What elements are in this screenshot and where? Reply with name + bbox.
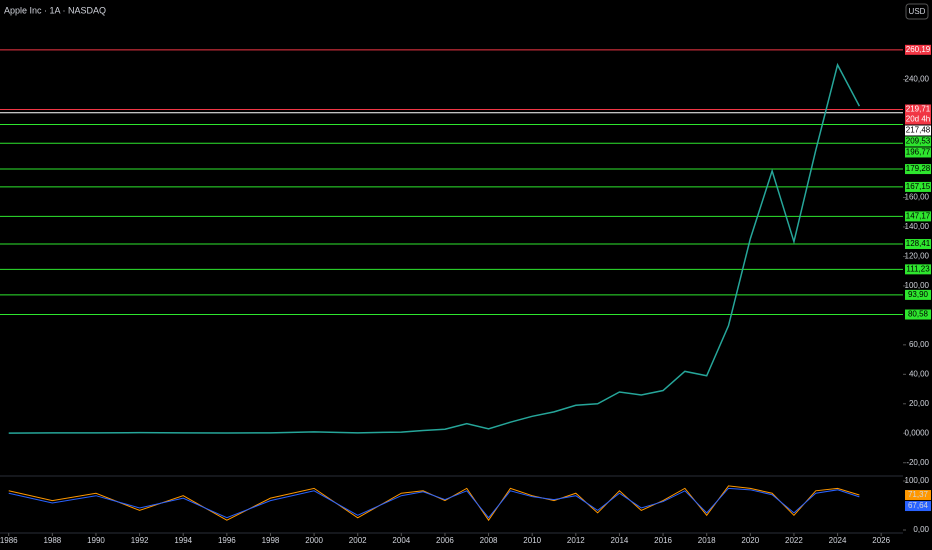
x-tick-label: 2000 <box>305 536 323 545</box>
x-tick-label: 1998 <box>262 536 280 545</box>
x-tick-label: 2008 <box>480 536 498 545</box>
countdown-box <box>905 114 931 125</box>
rsi-last-label: 71,37 <box>908 490 929 499</box>
x-tick-label: 2012 <box>567 536 585 545</box>
price-axis <box>903 0 932 550</box>
level-label-box <box>905 147 931 158</box>
level-label-box <box>905 289 931 300</box>
x-tick-label: 2020 <box>741 536 759 545</box>
x-tick-label: 1988 <box>43 536 61 545</box>
level-label-box <box>905 104 931 115</box>
x-tick-label: 2006 <box>436 536 454 545</box>
rsi-tick-label: 100,00 <box>905 476 930 485</box>
rsi-tick-label: 0,00 <box>913 525 929 534</box>
level-label: 260,19 <box>906 45 931 54</box>
level-label-box <box>905 181 931 192</box>
level-label-box <box>905 136 931 147</box>
level-label: 93,90 <box>908 290 929 299</box>
level-label: 179,28 <box>906 164 931 173</box>
rsi-signal-last-label: 67,64 <box>908 501 929 510</box>
level-label-box <box>905 164 931 175</box>
x-tick-label: 1990 <box>87 536 105 545</box>
y-tick-label: 20,00 <box>909 399 930 408</box>
countdown: 20d 4h <box>906 115 930 124</box>
level-label-box <box>905 44 931 55</box>
y-tick-label: 120,00 <box>905 252 930 261</box>
level-label: 217,48 <box>906 126 931 135</box>
x-tick-label: 2024 <box>829 536 847 545</box>
x-tick-label: 2016 <box>654 536 672 545</box>
y-tick-label: 240,00 <box>905 75 930 84</box>
level-label: 196,77 <box>906 148 931 157</box>
price-line <box>8 62 861 434</box>
rsi-label-box <box>905 490 931 501</box>
currency[interactable]: USD <box>909 7 926 16</box>
level-label: 209,53 <box>906 137 931 146</box>
rsi-signal-label-box <box>905 501 931 512</box>
x-tick-label: 2018 <box>698 536 716 545</box>
x-tick-label: 1996 <box>218 536 236 545</box>
x-tick-label: 1994 <box>174 536 192 545</box>
level-label-box <box>905 264 931 275</box>
level-label: 111,23 <box>906 264 930 273</box>
level-label: 167,15 <box>906 182 931 191</box>
currency-button[interactable] <box>905 3 929 20</box>
level-label: 147,17 <box>906 211 931 220</box>
x-tick-label: 2010 <box>523 536 541 545</box>
rsi-line <box>8 485 860 522</box>
x-tick-label: 2022 <box>785 536 803 545</box>
chart-title: Apple Inc · 1A · NASDAQ <box>4 5 106 15</box>
level-label-box <box>905 211 931 222</box>
y-tick-label: 160,00 <box>905 193 930 202</box>
x-tick-label: 2026 <box>872 536 890 545</box>
y-tick-label: 40,00 <box>909 369 930 378</box>
x-tick-label: 1992 <box>131 536 149 545</box>
x-tick-label: 1986 <box>0 536 18 545</box>
x-tick-label: 2014 <box>611 536 629 545</box>
level-label-box <box>905 239 931 250</box>
level-label: 128,41 <box>906 239 931 248</box>
y-tick-label: 0,0000 <box>905 428 930 437</box>
level-label: 80,58 <box>908 310 929 319</box>
y-tick-label: 100,00 <box>905 281 930 290</box>
x-tick-label: 2004 <box>392 536 410 545</box>
x-tick-label: 2002 <box>349 536 367 545</box>
y-tick-label: 140,00 <box>905 222 930 231</box>
level-label: 219,71 <box>906 105 931 114</box>
y-tick-label: 60,00 <box>909 340 930 349</box>
y-tick-label: -20,00 <box>906 458 929 467</box>
rsi-signal-line <box>8 487 860 519</box>
level-label-box <box>905 125 931 136</box>
level-label-box <box>905 309 931 320</box>
